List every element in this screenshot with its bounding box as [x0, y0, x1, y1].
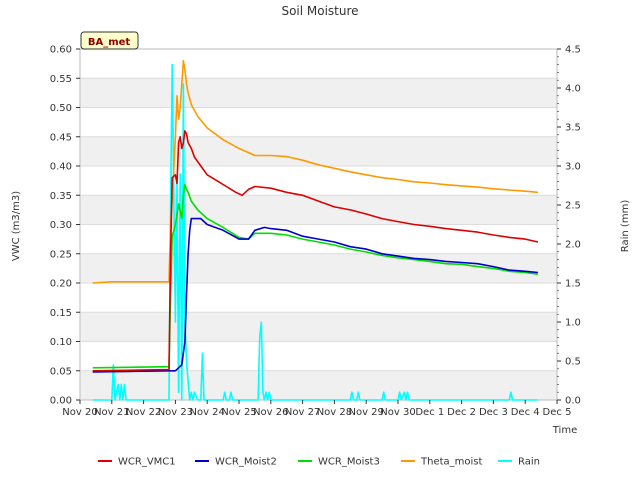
site-badge: BA_met: [80, 31, 139, 50]
background-band: [80, 195, 557, 225]
x-tick-label: Dec 5: [543, 407, 572, 418]
y-tick-label: 0.25: [50, 249, 72, 260]
legend-label: WCR_Moist3: [318, 457, 380, 468]
series-lines: [92, 59, 539, 401]
x-tick-label: Nov 29: [348, 407, 383, 418]
x-tick-label: Nov 25: [221, 407, 256, 418]
x-tick-label: Nov 23: [158, 407, 193, 418]
x-tick-label: Nov 20: [62, 407, 97, 418]
x-tick-label: Nov 22: [126, 407, 161, 418]
y-tick-label: 0.40: [50, 162, 72, 173]
legend-label: WCR_Moist2: [215, 457, 277, 468]
legend-label: Theta_moist: [420, 457, 482, 468]
x-tick-label: Dec 2: [447, 407, 476, 418]
legend-label: WCR_VMC1: [118, 457, 176, 468]
x-tick-label: Nov 21: [94, 407, 129, 418]
y2-tick-label: 3.5: [565, 123, 581, 134]
y-tick-label: 0.45: [50, 132, 72, 143]
y2-tick-label: 3.0: [565, 162, 581, 173]
series-line-wcr-moist2: [92, 217, 538, 373]
series-line-theta-moist: [92, 59, 538, 284]
y2-tick-label: 1.0: [565, 318, 581, 329]
x-tick-label: Dec 3: [479, 407, 508, 418]
x-tick-label: Nov 26: [253, 407, 288, 418]
series-line-wcr-vmc1: [92, 130, 539, 372]
background-band: [80, 312, 557, 342]
y2-tick-label: 0.0: [565, 396, 581, 407]
y2-tick-label: 2.5: [565, 201, 581, 212]
x-axis-label: Time: [552, 425, 577, 436]
y-tick-label: 0.30: [50, 220, 72, 231]
background-bands: [80, 78, 557, 400]
y2-tick-label: 4.0: [565, 84, 581, 95]
y-tick-label: 0.50: [50, 103, 72, 114]
x-tick-label: Nov 27: [285, 407, 320, 418]
x-tick-label: Nov 24: [189, 407, 224, 418]
y2-tick-label: 2.0: [565, 240, 581, 251]
x-tick-label: Nov 30: [380, 407, 415, 418]
series-line-wcr-moist3: [92, 183, 539, 369]
background-band: [80, 78, 557, 108]
legend: WCR_VMC1 WCR_Moist2 WCR_Moist3 Theta_moist R…: [98, 457, 540, 468]
legend-label: Rain: [518, 457, 540, 468]
y-tick-label: 0.20: [50, 279, 72, 290]
y2-axis-label: Rain (mm): [620, 200, 631, 253]
y-tick-label: 0.60: [50, 45, 72, 56]
x-tick-label: Dec 1: [415, 407, 444, 418]
y2-tick-label: 0.5: [565, 357, 581, 368]
y-tick-label: 0.10: [50, 337, 72, 348]
site-badge-label: BA_met: [88, 37, 131, 48]
series-line-rain: [92, 63, 538, 401]
y-tick-label: 0.35: [50, 191, 72, 202]
y-tick-label: 0.00: [50, 396, 72, 407]
background-band: [80, 136, 557, 166]
chart-title: Soil Moisture: [281, 4, 358, 18]
y-tick-label: 0.05: [50, 366, 72, 377]
y2-tick-label: 1.5: [565, 279, 581, 290]
y-tick-label: 0.15: [50, 308, 72, 319]
y-tick-label: 0.55: [50, 74, 72, 85]
background-band: [80, 370, 557, 400]
background-band: [80, 253, 557, 283]
x-tick-label: Dec 4: [511, 407, 540, 418]
x-tick-label: Nov 28: [317, 407, 352, 418]
y-axis-label: VWC (m3/m3): [11, 191, 22, 261]
y2-tick-label: 4.5: [565, 45, 581, 56]
